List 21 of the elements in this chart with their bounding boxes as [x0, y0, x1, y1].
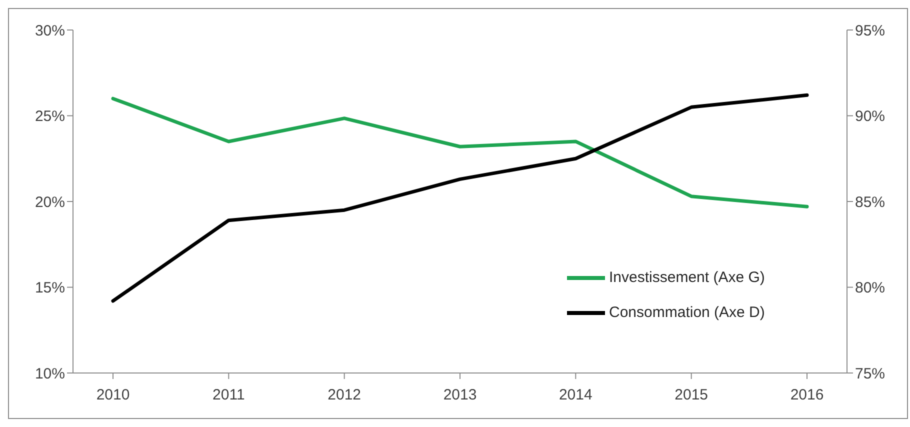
- legend-label: Consommation (Axe D): [609, 304, 765, 321]
- y2-tick-label: 85%: [855, 194, 886, 211]
- y2-tick-label: 80%: [855, 280, 886, 297]
- legend-label: Investissement (Axe G): [609, 269, 765, 286]
- x-tick-label: 2015: [674, 386, 708, 404]
- x-tick-label: 2014: [558, 386, 592, 404]
- y-tick-label: 10%: [34, 365, 65, 382]
- x-tick-label: 2010: [96, 386, 130, 404]
- line-series: [111, 96, 809, 208]
- line-series: [111, 93, 809, 303]
- y2-tick-label: 75%: [855, 365, 886, 382]
- x-tick-label: 2013: [443, 386, 477, 404]
- x-tick-label: 2012: [328, 386, 362, 404]
- y-tick-label: 30%: [34, 22, 65, 40]
- x-tick-label: 2016: [790, 386, 824, 404]
- y-tick-label: 15%: [34, 280, 65, 297]
- y-tick-label: 25%: [34, 108, 65, 126]
- x-tick-label: 2011: [212, 386, 245, 404]
- y2-tick-label: 90%: [855, 108, 886, 126]
- y-tick-label: 20%: [34, 194, 65, 211]
- y2-tick-label: 95%: [855, 22, 886, 40]
